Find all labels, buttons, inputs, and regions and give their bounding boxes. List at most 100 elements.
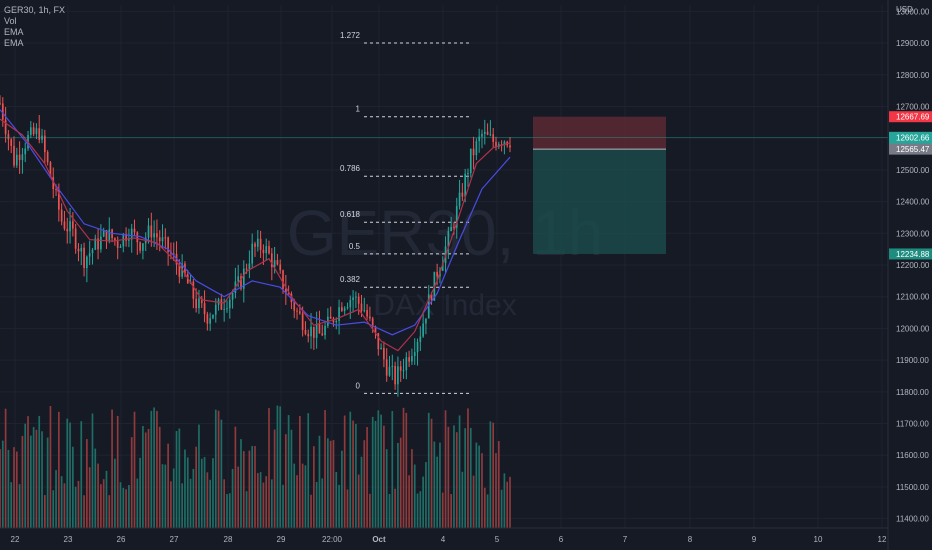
volume-bar: [268, 408, 270, 528]
volume-bar: [212, 458, 214, 528]
y-tick-label: 12100.00: [896, 293, 930, 302]
legend-ema-2[interactable]: EMA: [4, 38, 24, 48]
candle-body: [388, 366, 391, 376]
candle-body: [192, 281, 195, 299]
candle-body: [136, 232, 139, 243]
candle-body: [55, 188, 57, 190]
candle-body: [380, 347, 382, 350]
candle-body: [58, 189, 60, 210]
candle-body: [313, 326, 315, 338]
candle-body: [122, 234, 125, 247]
price-axis[interactable]: 11400.00 11500.00 11600.00 11700.00 11800.00…: [887, 0, 930, 550]
legend-volume[interactable]: Vol: [4, 16, 17, 26]
candle-body: [114, 238, 116, 241]
volume-bar: [464, 428, 467, 528]
y-tick-label: 12700.00: [896, 102, 930, 111]
volume-bar: [66, 418, 69, 528]
volume-bar: [256, 473, 259, 528]
volume-bar: [46, 437, 49, 528]
volume-bar: [483, 487, 486, 528]
volume-bar: [186, 457, 189, 528]
candle-body: [467, 173, 469, 175]
price-label-target: 12234.88: [889, 248, 932, 260]
volume-bar: [192, 468, 195, 528]
candle-body: [0, 103, 1, 105]
candle-body: [276, 260, 279, 265]
candle-body: [150, 225, 153, 238]
volume-bar: [184, 449, 186, 528]
volume-bar: [1, 440, 4, 528]
candle-body: [91, 249, 94, 254]
candle-body: [321, 333, 324, 336]
volume-bar: [422, 476, 424, 528]
volume-bar: [209, 479, 212, 528]
candle-body: [318, 323, 321, 334]
candle-body: [469, 148, 472, 174]
candle-body: [360, 303, 363, 311]
candle-body: [450, 226, 452, 232]
candle-body: [32, 127, 35, 135]
y-tick-label: 11500.00: [896, 483, 929, 492]
candle-body: [273, 260, 276, 268]
volume-bar: [478, 445, 481, 528]
candle-body: [369, 316, 371, 319]
candle-body: [391, 366, 394, 368]
time-axis[interactable]: 22 23 26 27 28 29 22:00 Oct 4 5 6 7 8 9 10 12: [0, 527, 888, 544]
volume-bar: [453, 425, 455, 528]
volume-bar: [144, 432, 147, 528]
fib-level-label: 0.382: [340, 275, 361, 284]
volume-bar: [450, 494, 452, 528]
volume-bar: [399, 437, 402, 528]
volume-bar: [136, 478, 139, 528]
candle-body: [455, 206, 458, 228]
short-position-tool[interactable]: [533, 116, 666, 254]
volume-bar: [455, 432, 458, 528]
y-tick-label: 11800.00: [896, 388, 929, 397]
fibonacci-retracement[interactable]: 1.272 1 0.786 0.618 0.5 0.382 0: [340, 31, 470, 394]
candle-body: [349, 299, 352, 308]
volume-bar: [472, 475, 475, 528]
candle-body: [332, 318, 335, 323]
candle-body: [486, 131, 489, 135]
volume-bar: [313, 446, 315, 528]
volume-bar: [304, 465, 307, 528]
volume-bar: [147, 428, 150, 528]
volume-bar: [10, 482, 13, 528]
candle-body: [405, 357, 408, 371]
candle-body: [10, 139, 13, 146]
candle-body: [248, 263, 251, 270]
volume-bar: [240, 439, 242, 528]
volume-bar: [175, 431, 178, 528]
candle-body: [74, 228, 77, 249]
candle-body: [287, 293, 290, 295]
take-profit-zone: [533, 149, 666, 254]
candle-body: [472, 148, 475, 156]
candle-body: [397, 366, 399, 385]
volume-bar: [248, 450, 251, 528]
volume-bar: [402, 407, 405, 528]
volume-bar: [352, 420, 354, 528]
y-tick-label: 13000.00: [896, 7, 930, 16]
volume-bar: [116, 415, 119, 528]
volume-bar: [237, 466, 240, 528]
candle-body: [256, 238, 259, 247]
volume-bar: [254, 446, 256, 528]
candle-body: [102, 230, 105, 237]
candle-body: [158, 237, 161, 242]
candle-body: [355, 296, 357, 298]
volume-bar: [439, 442, 441, 528]
volume-bar: [469, 427, 472, 528]
candle-body: [453, 226, 455, 228]
candle-body: [413, 352, 416, 357]
legend-ema-1[interactable]: EMA: [4, 27, 24, 37]
legend-symbol[interactable]: GER30, 1h, FX: [4, 5, 66, 15]
candle-body: [492, 134, 495, 142]
candle-body: [251, 243, 254, 264]
x-tick-label: 6: [559, 535, 564, 544]
volume-bar: [481, 453, 483, 528]
volume-bar: [492, 422, 495, 528]
volume-bar: [111, 409, 113, 528]
ema-slow-line: [0, 109, 511, 336]
candle-body: [69, 221, 71, 232]
